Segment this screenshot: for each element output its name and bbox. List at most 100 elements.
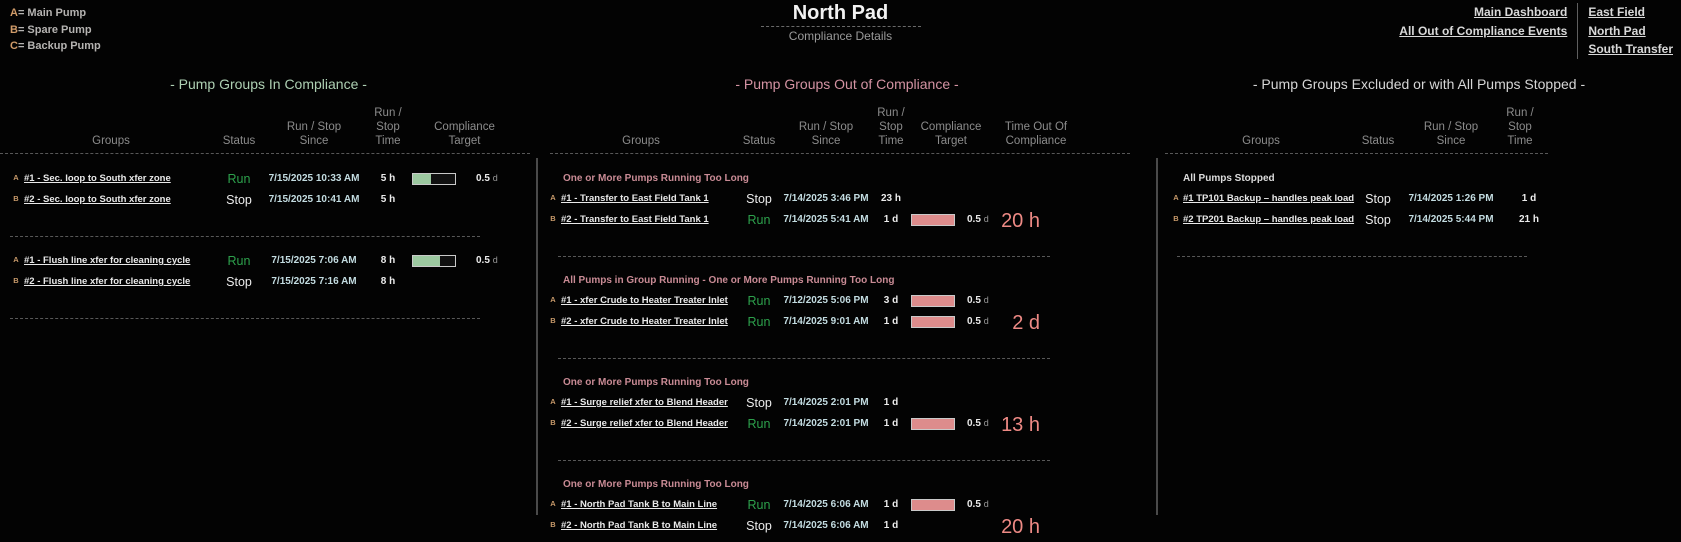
pump-marker: A xyxy=(550,397,556,406)
nav-right-column: East Field North Pad South Transfer xyxy=(1577,3,1673,59)
legend-item: B= Spare Pump xyxy=(10,22,101,39)
panel-body: One or More Pumps Running Too Long A #1 … xyxy=(537,154,1157,539)
panel-title: - Pump Groups Out of Compliance - xyxy=(735,76,959,92)
compliance-target: 0.5 d xyxy=(476,173,498,184)
compliance-target: 0.5 d xyxy=(967,295,989,306)
pump-group: One or More Pumps Running Too Long A #1 … xyxy=(537,372,1157,437)
legend-key: C xyxy=(10,40,18,52)
group-separator xyxy=(10,318,480,319)
pump-row: A #1 TP101 Backup – handles peak load St… xyxy=(1157,188,1681,209)
pump-row: B #2 - Transfer to East Field Tank 1 Run… xyxy=(537,209,1157,230)
pump-group: One or More Pumps Running Too Long A #1 … xyxy=(537,474,1157,539)
pump-group-link[interactable]: #2 - Sec. loop to South xfer zone xyxy=(24,194,171,205)
run-stop-time: 1 d xyxy=(883,520,899,531)
legend-item: A= Main Pump xyxy=(10,5,101,22)
pump-marker: B xyxy=(550,520,556,529)
compliance-bar-fill xyxy=(413,173,431,184)
pump-group-link[interactable]: #1 - Surge relief xfer to Blend Header xyxy=(561,397,728,408)
compliance-target: 0.5 d xyxy=(967,316,989,327)
group-separator xyxy=(558,358,1050,359)
pump-row: A #1 - Flush line xfer for cleaning cycl… xyxy=(0,250,537,271)
pump-group-link[interactable]: #1 - Sec. loop to South xfer zone xyxy=(24,173,171,184)
time-out-of-compliance-value: 20 h xyxy=(1001,210,1040,232)
run-stop-time: 21 h xyxy=(1518,214,1539,225)
run-stop-time: 23 h xyxy=(880,193,901,204)
pump-group-link[interactable]: #2 - Flush line xfer for cleaning cycle xyxy=(24,276,191,287)
pump-group-link[interactable]: #1 - Transfer to East Field Tank 1 xyxy=(561,193,709,204)
group-separator xyxy=(558,460,1050,461)
compliance-bar-fill xyxy=(912,418,954,429)
link-main-dashboard[interactable]: Main Dashboard xyxy=(1473,5,1568,19)
title-block: North Pad Compliance Details xyxy=(0,1,1681,44)
pump-group-link[interactable]: #1 - North Pad Tank B to Main Line xyxy=(561,499,718,510)
legend-label: = Main Pump xyxy=(17,7,87,19)
column-header: Compliance Target xyxy=(434,121,495,147)
run-stop-since: 7/14/2025 1:26 PM xyxy=(1408,193,1494,204)
status-label: Stop xyxy=(1365,212,1391,227)
panel-body: A #1 - Sec. loop to South xfer zone Run … xyxy=(0,154,537,319)
pump-group-link[interactable]: #2 - Transfer to East Field Tank 1 xyxy=(561,214,709,225)
pump-marker: A xyxy=(13,173,19,182)
run-stop-time: 8 h xyxy=(380,255,396,266)
column-headers: Groups Status Run / Stop Since Run / Stop… xyxy=(0,106,537,153)
column-header: Run / Stop Since xyxy=(798,121,854,147)
pump-row: B #2 - Surge relief xfer to Blend Header… xyxy=(537,413,1157,434)
run-stop-time: 8 h xyxy=(380,276,396,287)
nav-left-column: Main Dashboard All Out of Compliance Eve… xyxy=(1399,3,1577,59)
column-header: Run / Stop Since xyxy=(1423,121,1479,147)
pump-row: A #1 - Transfer to East Field Tank 1 Sto… xyxy=(537,188,1157,209)
link-south-transfer[interactable]: South Transfer xyxy=(1588,42,1673,56)
group-separator xyxy=(1177,256,1527,257)
run-stop-since: 7/15/2025 7:16 AM xyxy=(271,276,357,287)
time-out-of-compliance-value: 13 h xyxy=(1001,414,1040,436)
compliance-target: 0.5 d xyxy=(476,255,498,266)
column-header: Status xyxy=(1361,135,1395,147)
pump-group-link[interactable]: #2 - Surge relief xfer to Blend Header xyxy=(561,418,728,429)
pump-row: B #2 - xfer Crude to Heater Treater Inle… xyxy=(537,311,1157,332)
compliance-bar-fill xyxy=(413,255,441,266)
panel-divider xyxy=(1156,158,1158,515)
run-stop-since: 7/14/2025 2:01 PM xyxy=(783,418,869,429)
pump-group-link[interactable]: #2 - North Pad Tank B to Main Line xyxy=(561,520,718,531)
run-stop-time: 1 d xyxy=(883,397,899,408)
pump-marker: B xyxy=(13,194,19,203)
run-stop-since: 7/14/2025 5:44 PM xyxy=(1408,214,1494,225)
run-stop-since: 7/14/2025 2:01 PM xyxy=(783,397,869,408)
panels-container: - Pump Groups In Compliance - Groups Sta… xyxy=(0,66,1681,539)
legend-label: = Spare Pump xyxy=(17,23,92,36)
pump-group: A #1 - Flush line xfer for cleaning cycl… xyxy=(0,250,537,292)
pump-row: B #2 - North Pad Tank B to Main Line Sto… xyxy=(537,515,1157,536)
compliance-bar-fill xyxy=(912,316,954,327)
pump-group-link[interactable]: #1 TP101 Backup – handles peak load xyxy=(1183,193,1355,204)
panel-title: - Pump Groups In Compliance - xyxy=(170,76,367,92)
status-label: Run xyxy=(747,416,771,431)
run-stop-since: 7/12/2025 5:06 PM xyxy=(783,295,869,306)
pump-group-link[interactable]: #2 TP201 Backup – handles peak load xyxy=(1183,214,1355,225)
pump-row: A #1 - Sec. loop to South xfer zone Run … xyxy=(0,168,537,189)
pump-marker: B xyxy=(550,418,556,427)
column-header: Run / Stop Time xyxy=(1506,107,1534,147)
status-label: Stop xyxy=(226,274,252,289)
pump-group-link[interactable]: #1 - xfer Crude to Heater Treater Inlet xyxy=(561,295,728,306)
run-stop-since: 7/14/2025 5:41 AM xyxy=(783,214,869,225)
group-separator xyxy=(10,236,480,237)
column-header: Time Out Of Compliance xyxy=(1004,121,1068,147)
link-all-out-of-compliance-events[interactable]: All Out of Compliance Events xyxy=(1399,23,1568,38)
panel-divider xyxy=(536,158,538,515)
pump-marker: A xyxy=(550,193,556,202)
link-east-field[interactable]: East Field xyxy=(1588,5,1645,19)
column-header: Status xyxy=(222,135,256,147)
pump-group-link[interactable]: #2 - xfer Crude to Heater Treater Inlet xyxy=(561,316,728,327)
compliance-bar xyxy=(911,315,967,328)
pump-marker: A xyxy=(13,255,19,264)
pump-group-link[interactable]: #1 - Flush line xfer for cleaning cycle xyxy=(24,255,191,266)
status-label: Run xyxy=(227,253,251,268)
pump-legend: A= Main Pump B= Spare Pump C= Backup Pum… xyxy=(10,5,101,55)
status-label: Stop xyxy=(746,191,772,206)
compliance-target: 0.5 d xyxy=(967,214,989,225)
run-stop-time: 3 d xyxy=(883,295,899,306)
pump-marker: A xyxy=(1173,193,1179,202)
compliance-bar-fill xyxy=(912,295,954,306)
page-title: North Pad xyxy=(792,2,889,24)
link-north-pad[interactable]: North Pad xyxy=(1588,23,1646,38)
